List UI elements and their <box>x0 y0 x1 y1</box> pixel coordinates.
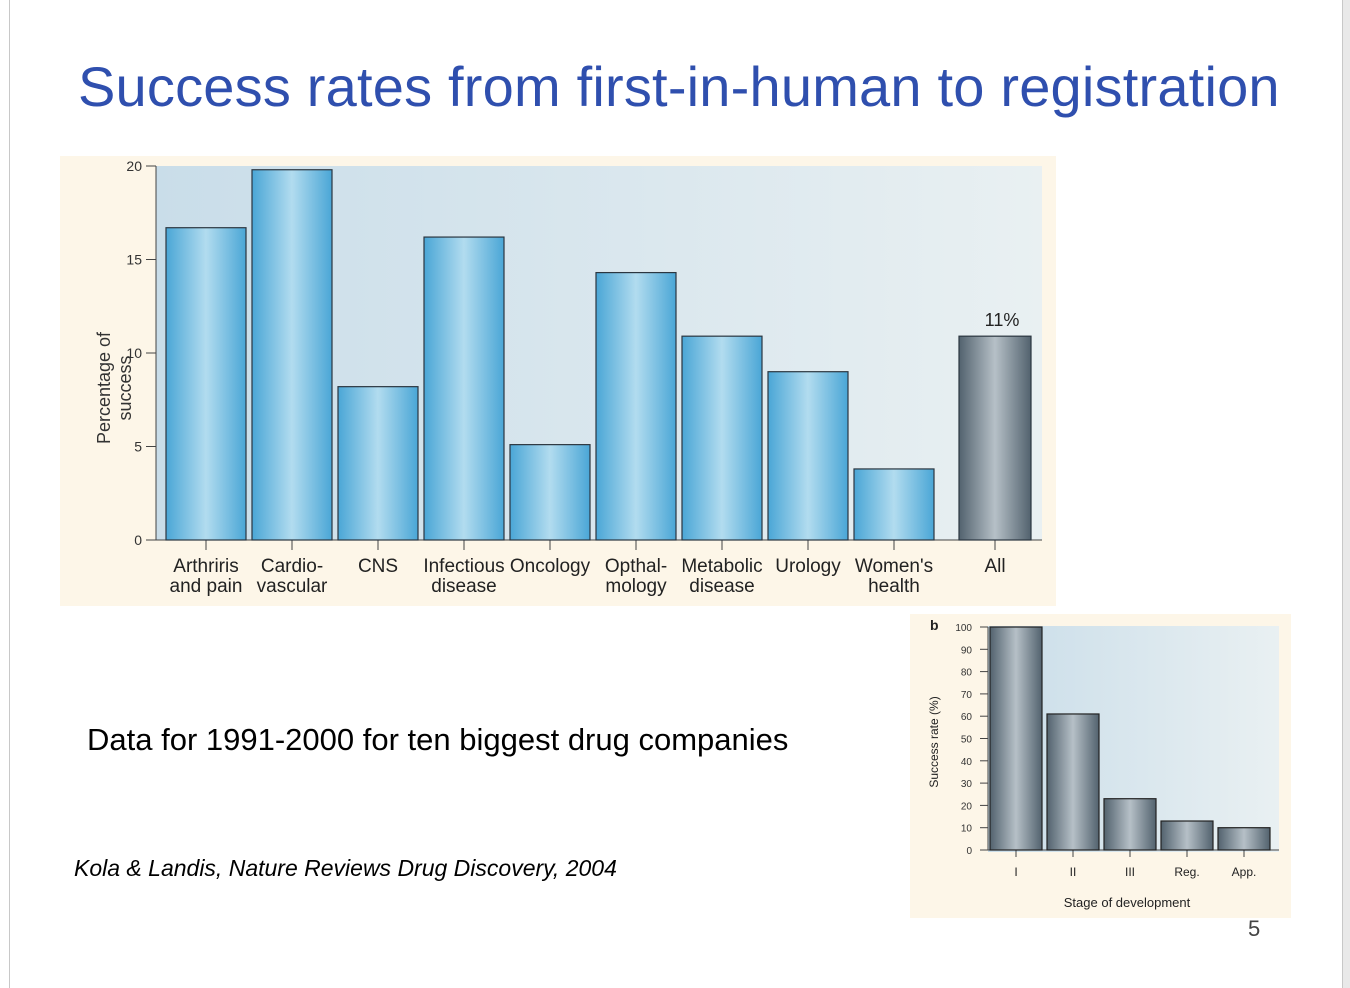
b-y-tick-label: 0 <box>966 846 972 857</box>
b-y-tick-label: 80 <box>961 668 973 679</box>
b-bar <box>1103 798 1157 851</box>
x-tick-label: Urology <box>775 556 841 577</box>
y-tick-label: 0 <box>134 532 142 548</box>
page-number: 5 <box>1248 916 1261 941</box>
b-y-tick-label: 50 <box>961 735 973 746</box>
x-tick-label: Cardio-vascular <box>257 556 328 597</box>
b-y-tick-label: 10 <box>961 824 973 835</box>
bar <box>165 227 247 541</box>
b-x-tick-label: II <box>1070 865 1077 879</box>
b-y-tick-label: 70 <box>961 690 973 701</box>
bar <box>595 271 677 541</box>
b-y-tick-label: 60 <box>961 712 973 723</box>
y-tick-label: 5 <box>134 439 142 455</box>
b-x-axis-label: Stage of development <box>1064 895 1191 910</box>
bar <box>509 444 591 541</box>
b-bar <box>1046 713 1100 851</box>
bar <box>958 335 1032 541</box>
x-tick-label: All <box>984 556 1005 577</box>
b-y-axis-label: Success rate (%) <box>927 696 941 787</box>
x-tick-label: Arthriris and pain <box>170 556 243 597</box>
b-bar <box>1217 827 1271 851</box>
bar <box>767 371 849 541</box>
b-y-tick-label: 30 <box>961 779 973 790</box>
bar <box>251 169 333 541</box>
b-panel-label: b <box>930 617 939 633</box>
y-axis-label: Percentage ofsuccess <box>94 331 135 444</box>
y-tick-label: 10 <box>126 345 142 361</box>
x-tick-label: Metabolic disease <box>681 556 762 597</box>
b-bar <box>989 626 1043 851</box>
success-by-therapy-chart: 0 5 10 15 20 Arthriris and pain Cardio-vascula… <box>60 156 1056 606</box>
b-x-tick-label: III <box>1125 865 1135 879</box>
b-x-tick-label: App. <box>1232 865 1257 879</box>
window-scrollbar[interactable] <box>1342 0 1350 988</box>
x-tick-label: Infectious disease <box>423 556 504 597</box>
y-tick-label: 15 <box>126 252 142 268</box>
b-bar <box>1160 820 1214 851</box>
b-y-tick-label: 20 <box>961 801 973 812</box>
x-tick-label: Women's health <box>855 556 933 597</box>
bar <box>423 236 505 541</box>
y-tick-label: 20 <box>126 158 142 174</box>
data-label: 11% <box>985 310 1020 330</box>
bar <box>853 468 935 541</box>
b-y-tick-label: 100 <box>955 623 972 634</box>
window-left-edge <box>0 0 10 988</box>
b-y-tick-label: 40 <box>961 757 973 768</box>
bar <box>337 386 419 541</box>
b-y-tick-label: 90 <box>961 645 973 656</box>
bar <box>681 335 763 541</box>
x-tick-label: CNS <box>358 556 398 577</box>
x-tick-label: Opthal-mology <box>605 556 667 597</box>
data-caption: Data for 1991-2000 for ten biggest drug … <box>87 722 789 757</box>
b-x-tick-label: I <box>1014 865 1017 879</box>
citation: Kola & Landis, Nature Reviews Drug Disco… <box>74 855 617 881</box>
b-x-tick-label: Reg. <box>1174 865 1199 879</box>
slide-title: Success rates from first-in-human to reg… <box>78 55 1280 118</box>
x-tick-label: Oncology <box>510 556 591 577</box>
